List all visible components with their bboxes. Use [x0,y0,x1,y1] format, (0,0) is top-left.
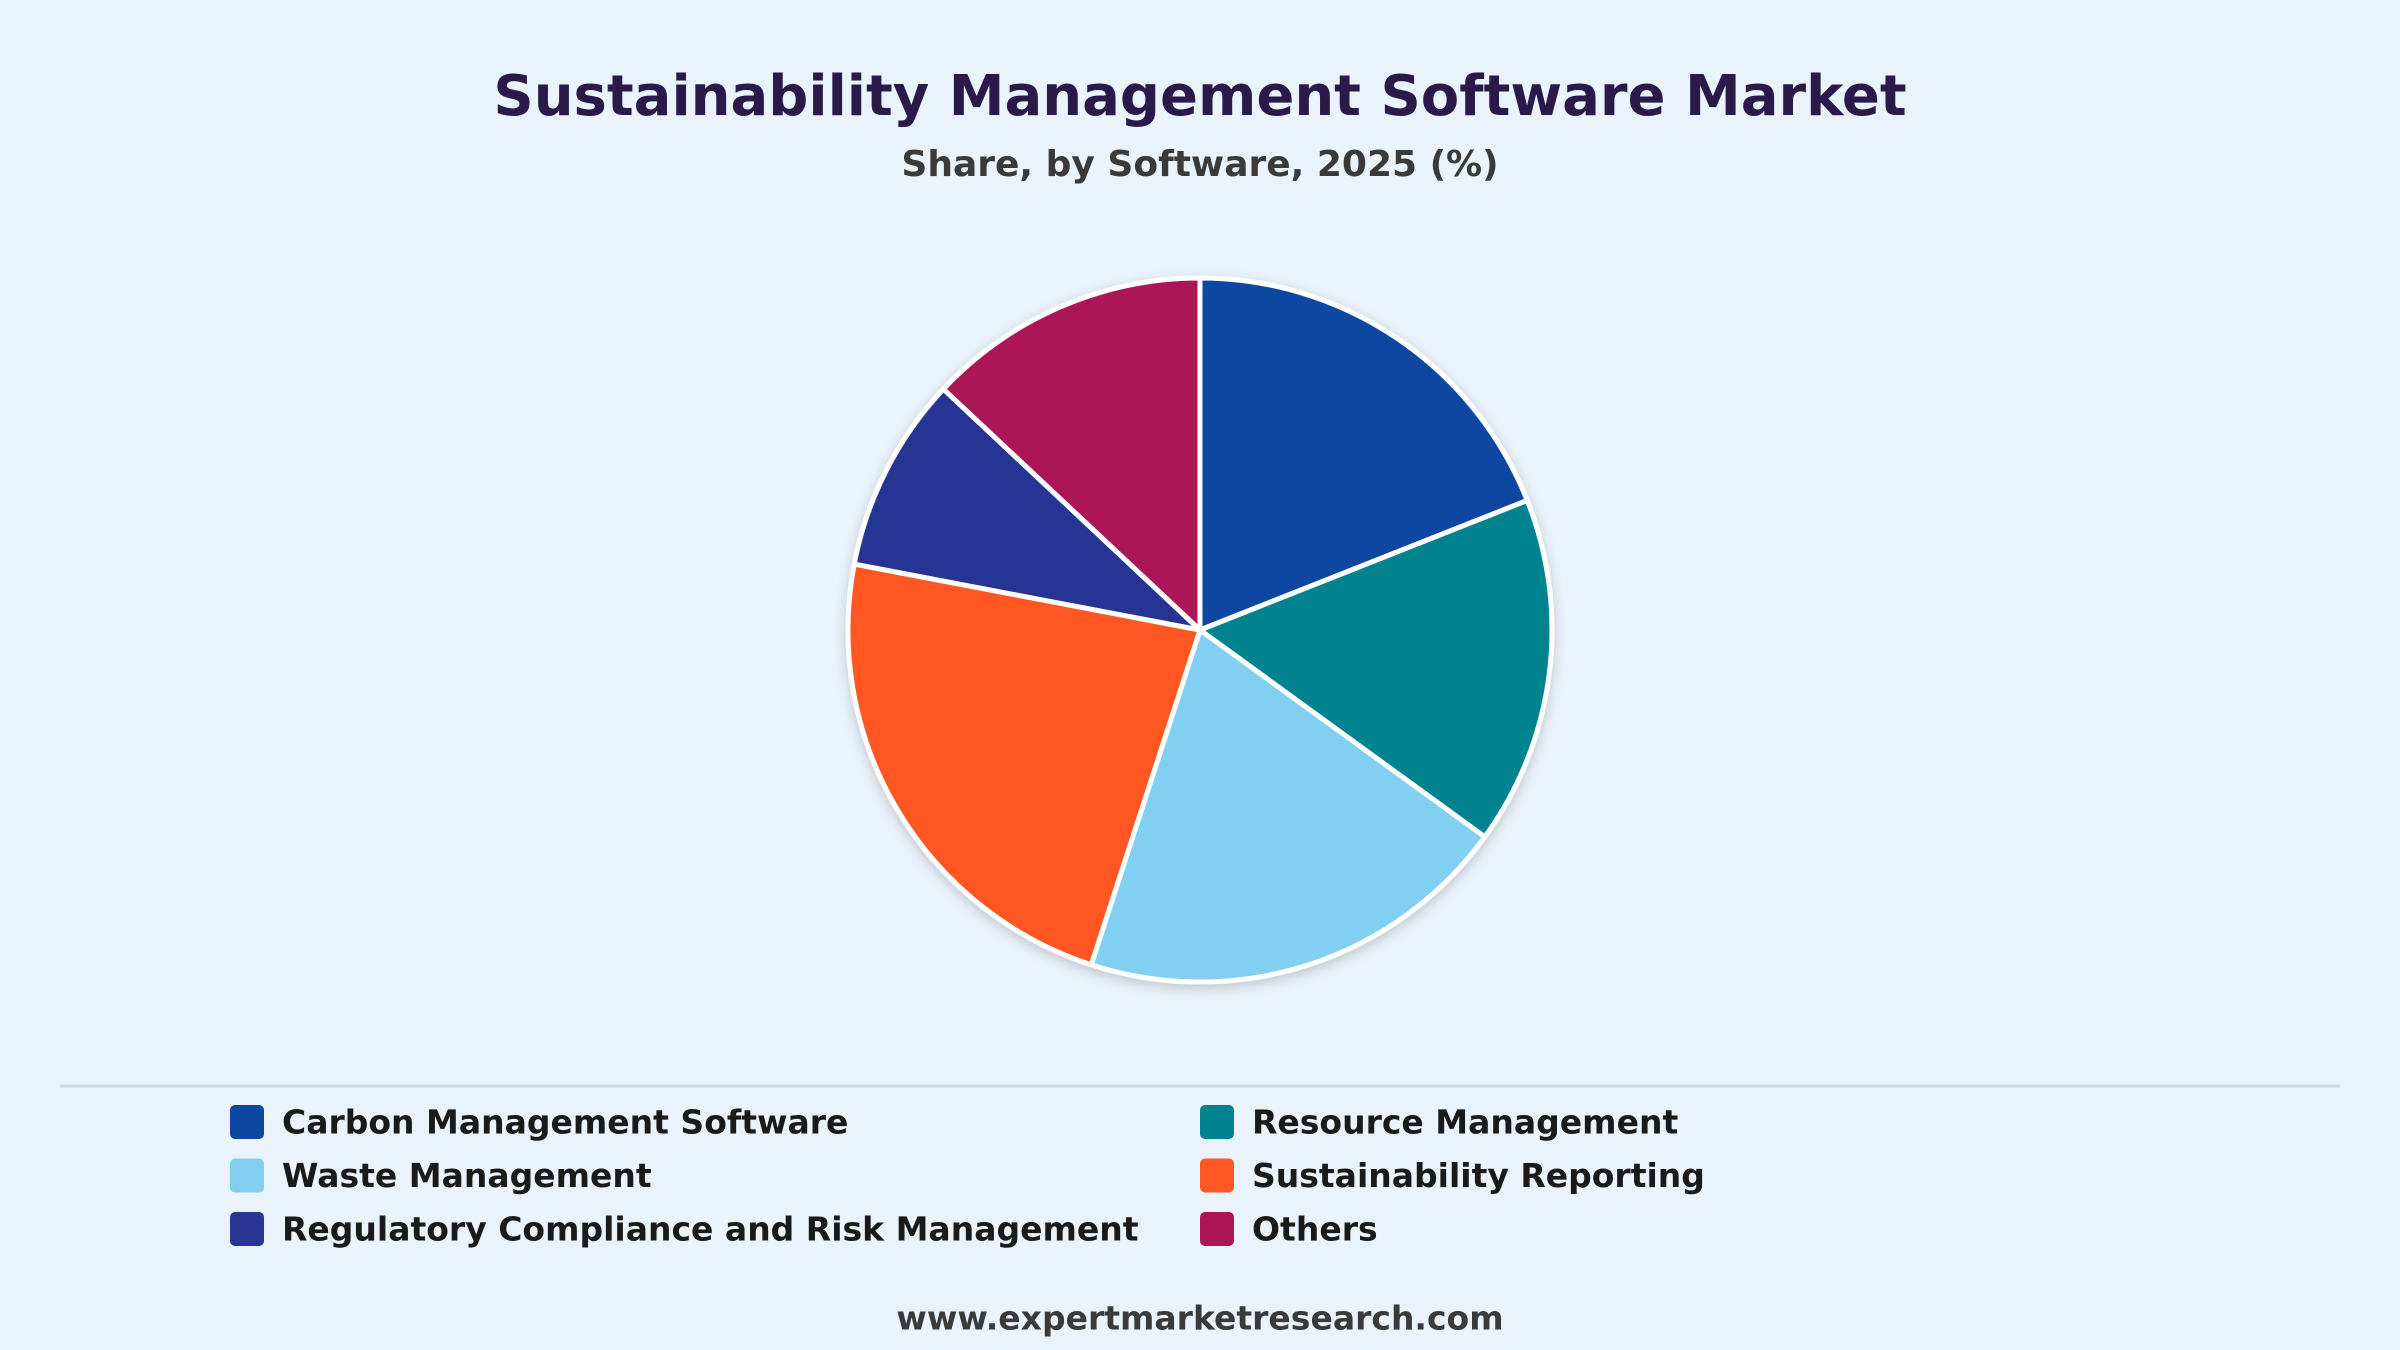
pie-slice [940,275,1203,633]
pie-slice [845,561,1203,968]
legend-swatch [1200,1212,1234,1246]
pie-slice [1197,497,1555,840]
legend-label: Sustainability Reporting [1252,1156,1705,1195]
legend-label: Regulatory Compliance and Risk Managemen… [282,1210,1139,1249]
legend-label: Waste Management [282,1156,652,1195]
legend-swatch [230,1158,264,1193]
pie [845,275,1555,985]
pie-slice [851,386,1203,633]
legend-label: Resource Management [1252,1103,1678,1142]
legend-swatch [230,1212,264,1246]
legend-swatch [1200,1105,1234,1139]
chart-title: Sustainability Management Software Marke… [493,64,1906,129]
legend: Carbon Management Software Resource Manag… [230,1103,1705,1249]
pie-slice [1088,627,1488,985]
footer: www.expertmarketresearch.com [896,1299,1503,1338]
legend-label: Carbon Management Software [282,1103,848,1142]
legend-swatch [1200,1158,1234,1193]
legend-label: Others [1252,1210,1378,1249]
pie-slice [1197,275,1530,633]
legend-swatch [230,1105,264,1139]
chart-subtitle: Share, by Software, 2025 (%) [901,144,1498,185]
